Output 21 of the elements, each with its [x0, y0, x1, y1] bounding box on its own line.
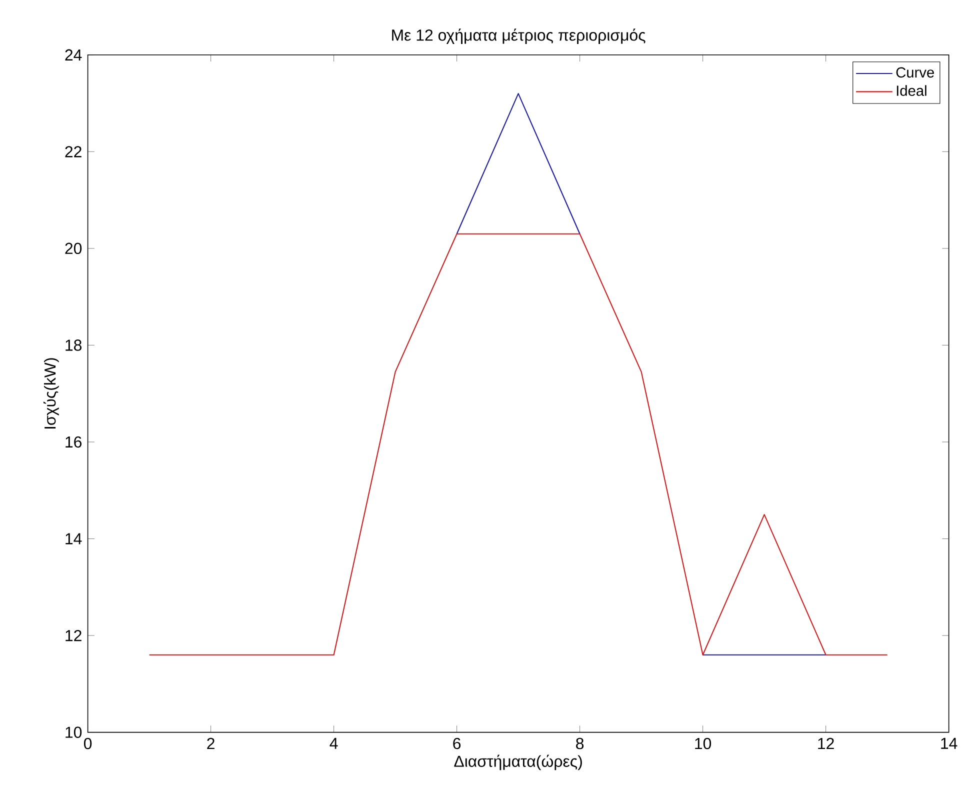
y-axis-title: Ισχύς(kW): [44, 358, 59, 428]
legend-label: Ideal: [896, 85, 926, 96]
y-tick-label: 16: [66, 436, 82, 448]
chart-title: Με 12 οχήματα μέτριος περιορισμός: [392, 28, 646, 44]
x-tick-label: 0: [84, 738, 92, 750]
x-tick-label: 8: [576, 738, 584, 750]
x-tick-label: 14: [941, 738, 958, 749]
x-axis-title: Διαστήματα(ώρες): [454, 754, 582, 770]
y-tick-label: 24: [65, 49, 82, 60]
legend-label: Curve: [896, 67, 934, 78]
x-tick-label: 12: [818, 738, 834, 749]
y-tick-label: 22: [65, 146, 82, 158]
y-tick-label: 18: [66, 339, 82, 351]
y-tick-label: 20: [65, 242, 82, 254]
x-tick-label: 4: [330, 738, 338, 749]
y-tick-label: 12: [66, 630, 82, 642]
y-tick-label: 10: [66, 726, 82, 738]
y-tick-label: 14: [66, 533, 82, 544]
x-tick-label: 10: [695, 738, 712, 750]
x-tick-label: 6: [453, 738, 461, 750]
x-tick-label: 2: [207, 738, 214, 749]
